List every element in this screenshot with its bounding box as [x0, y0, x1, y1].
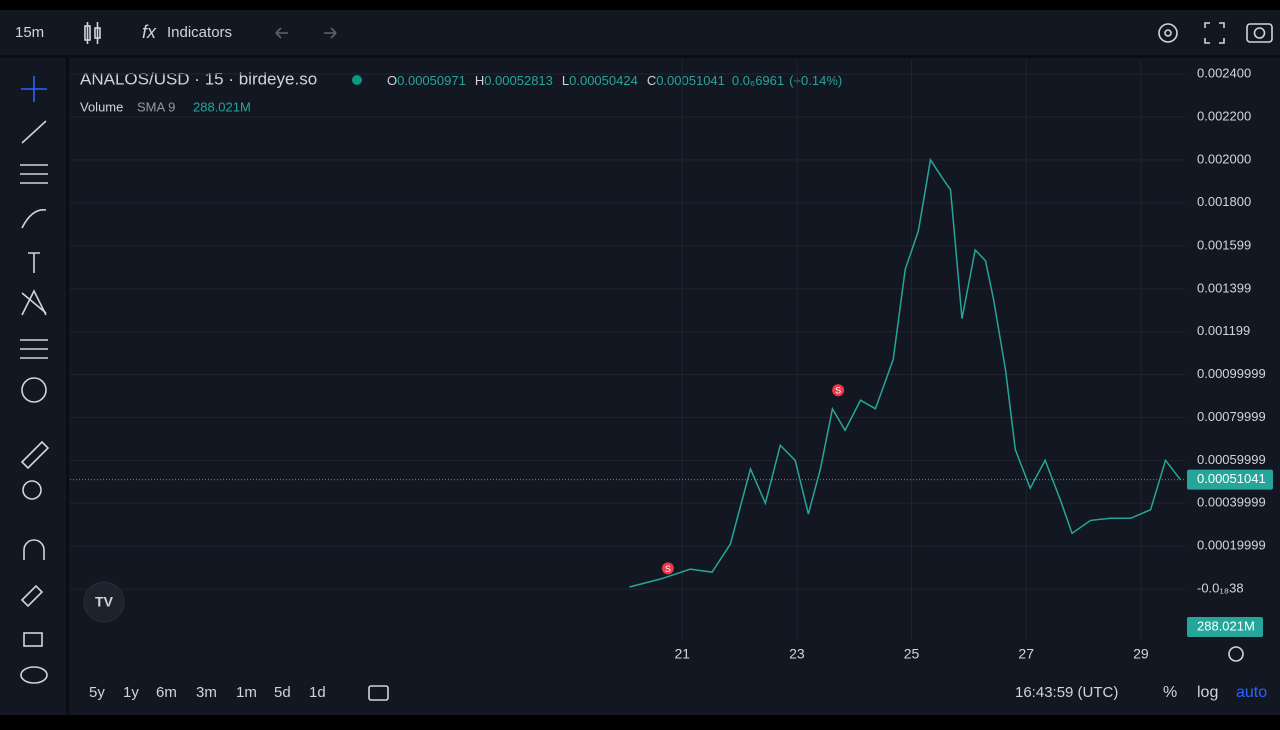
- y-tick-label: 0.002000: [1197, 151, 1251, 166]
- volume-value: 288.021M: [193, 99, 251, 114]
- logo-text: TV: [95, 594, 114, 610]
- indicators-button[interactable]: Indicators: [167, 24, 232, 41]
- y-tick-label: 0.001399: [1197, 280, 1251, 295]
- legend-item: 0.00050424: [569, 73, 638, 88]
- divider: [0, 55, 1280, 58]
- undo-redo[interactable]: [275, 27, 337, 39]
- volume-label: Volume: [80, 99, 123, 114]
- percent-toggle[interactable]: %: [1163, 684, 1177, 701]
- range-button[interactable]: 6m: [156, 684, 177, 701]
- range-button[interactable]: 1y: [123, 684, 139, 701]
- y-tick-label: 0.002200: [1197, 108, 1251, 123]
- volume-tag-label: 288.021M: [1197, 618, 1255, 633]
- legend-item: O: [387, 73, 397, 88]
- x-tick-label: 29: [1133, 646, 1149, 662]
- y-tick-label: 0.001599: [1197, 237, 1251, 252]
- x-tick-label: 25: [904, 646, 920, 662]
- y-tick-label: 0.00039999: [1197, 495, 1266, 510]
- range-button[interactable]: 1d: [309, 684, 326, 701]
- price-line: [629, 157, 1182, 588]
- ohlc: O0.00050971 H0.00052813 L0.00050424 C0.0005…: [387, 73, 842, 88]
- y-tick-label: -0.0₁₈38: [1197, 581, 1244, 596]
- log-toggle[interactable]: log: [1197, 684, 1218, 701]
- y-tick-label: 0.001800: [1197, 194, 1251, 209]
- settings-icons[interactable]: [1158, 22, 1273, 44]
- y-tick-label: 0.002400: [1197, 65, 1251, 80]
- signal-label: S: [665, 564, 671, 574]
- interval-button[interactable]: 15m: [15, 24, 44, 41]
- divider: [66, 58, 69, 715]
- legend-item: 0.00052813: [484, 73, 553, 88]
- y-tick-label: 0.001199: [1197, 323, 1250, 338]
- legend-item: H: [475, 73, 484, 88]
- clock: 16:43:59 (UTC): [1015, 684, 1118, 701]
- legend-item: L: [562, 73, 569, 88]
- y-tick-label: 0.00099999: [1197, 366, 1266, 381]
- x-tick-label: 23: [789, 646, 805, 662]
- legend-item: 0.00050971: [397, 73, 466, 88]
- background: [0, 10, 1280, 715]
- legend-item: 0.0₆6961: [732, 73, 784, 88]
- range-button[interactable]: 5y: [89, 684, 105, 701]
- signal-marker: [661, 562, 674, 575]
- x-tick-label: 27: [1018, 646, 1034, 662]
- logo[interactable]: [83, 581, 125, 623]
- left-toolbar[interactable]: [20, 76, 50, 684]
- legend-item: C: [647, 73, 656, 88]
- symbol: ANALOS/USD · 15 · birdeye.so: [80, 69, 317, 88]
- sma-label: SMA 9: [137, 99, 175, 114]
- y-tick-label: 0.00019999: [1197, 538, 1266, 553]
- volume-tag: [1187, 617, 1263, 637]
- range-button[interactable]: 1m: [236, 684, 257, 701]
- last-price-label: 0.00051041: [1197, 471, 1266, 486]
- x-tick-label: 21: [674, 646, 690, 662]
- auto-toggle[interactable]: auto: [1236, 684, 1267, 701]
- legend-item: (+0.14%): [789, 73, 842, 88]
- signal-marker: [832, 384, 845, 397]
- range-button[interactable]: 5d: [274, 684, 291, 701]
- range-button[interactable]: 3m: [196, 684, 217, 701]
- last-price-tag: [1187, 469, 1273, 490]
- y-tick-label: 0.00079999: [1197, 409, 1266, 424]
- y-tick-label: 0.00059999: [1197, 452, 1266, 467]
- signal-label: S: [835, 386, 841, 396]
- goto-icon[interactable]: [368, 646, 1244, 701]
- legend-item: 0.00051041: [656, 73, 725, 88]
- fx-icon: fx: [142, 22, 157, 42]
- status-dot: [352, 75, 362, 85]
- chart-type-icon[interactable]: [84, 22, 101, 44]
